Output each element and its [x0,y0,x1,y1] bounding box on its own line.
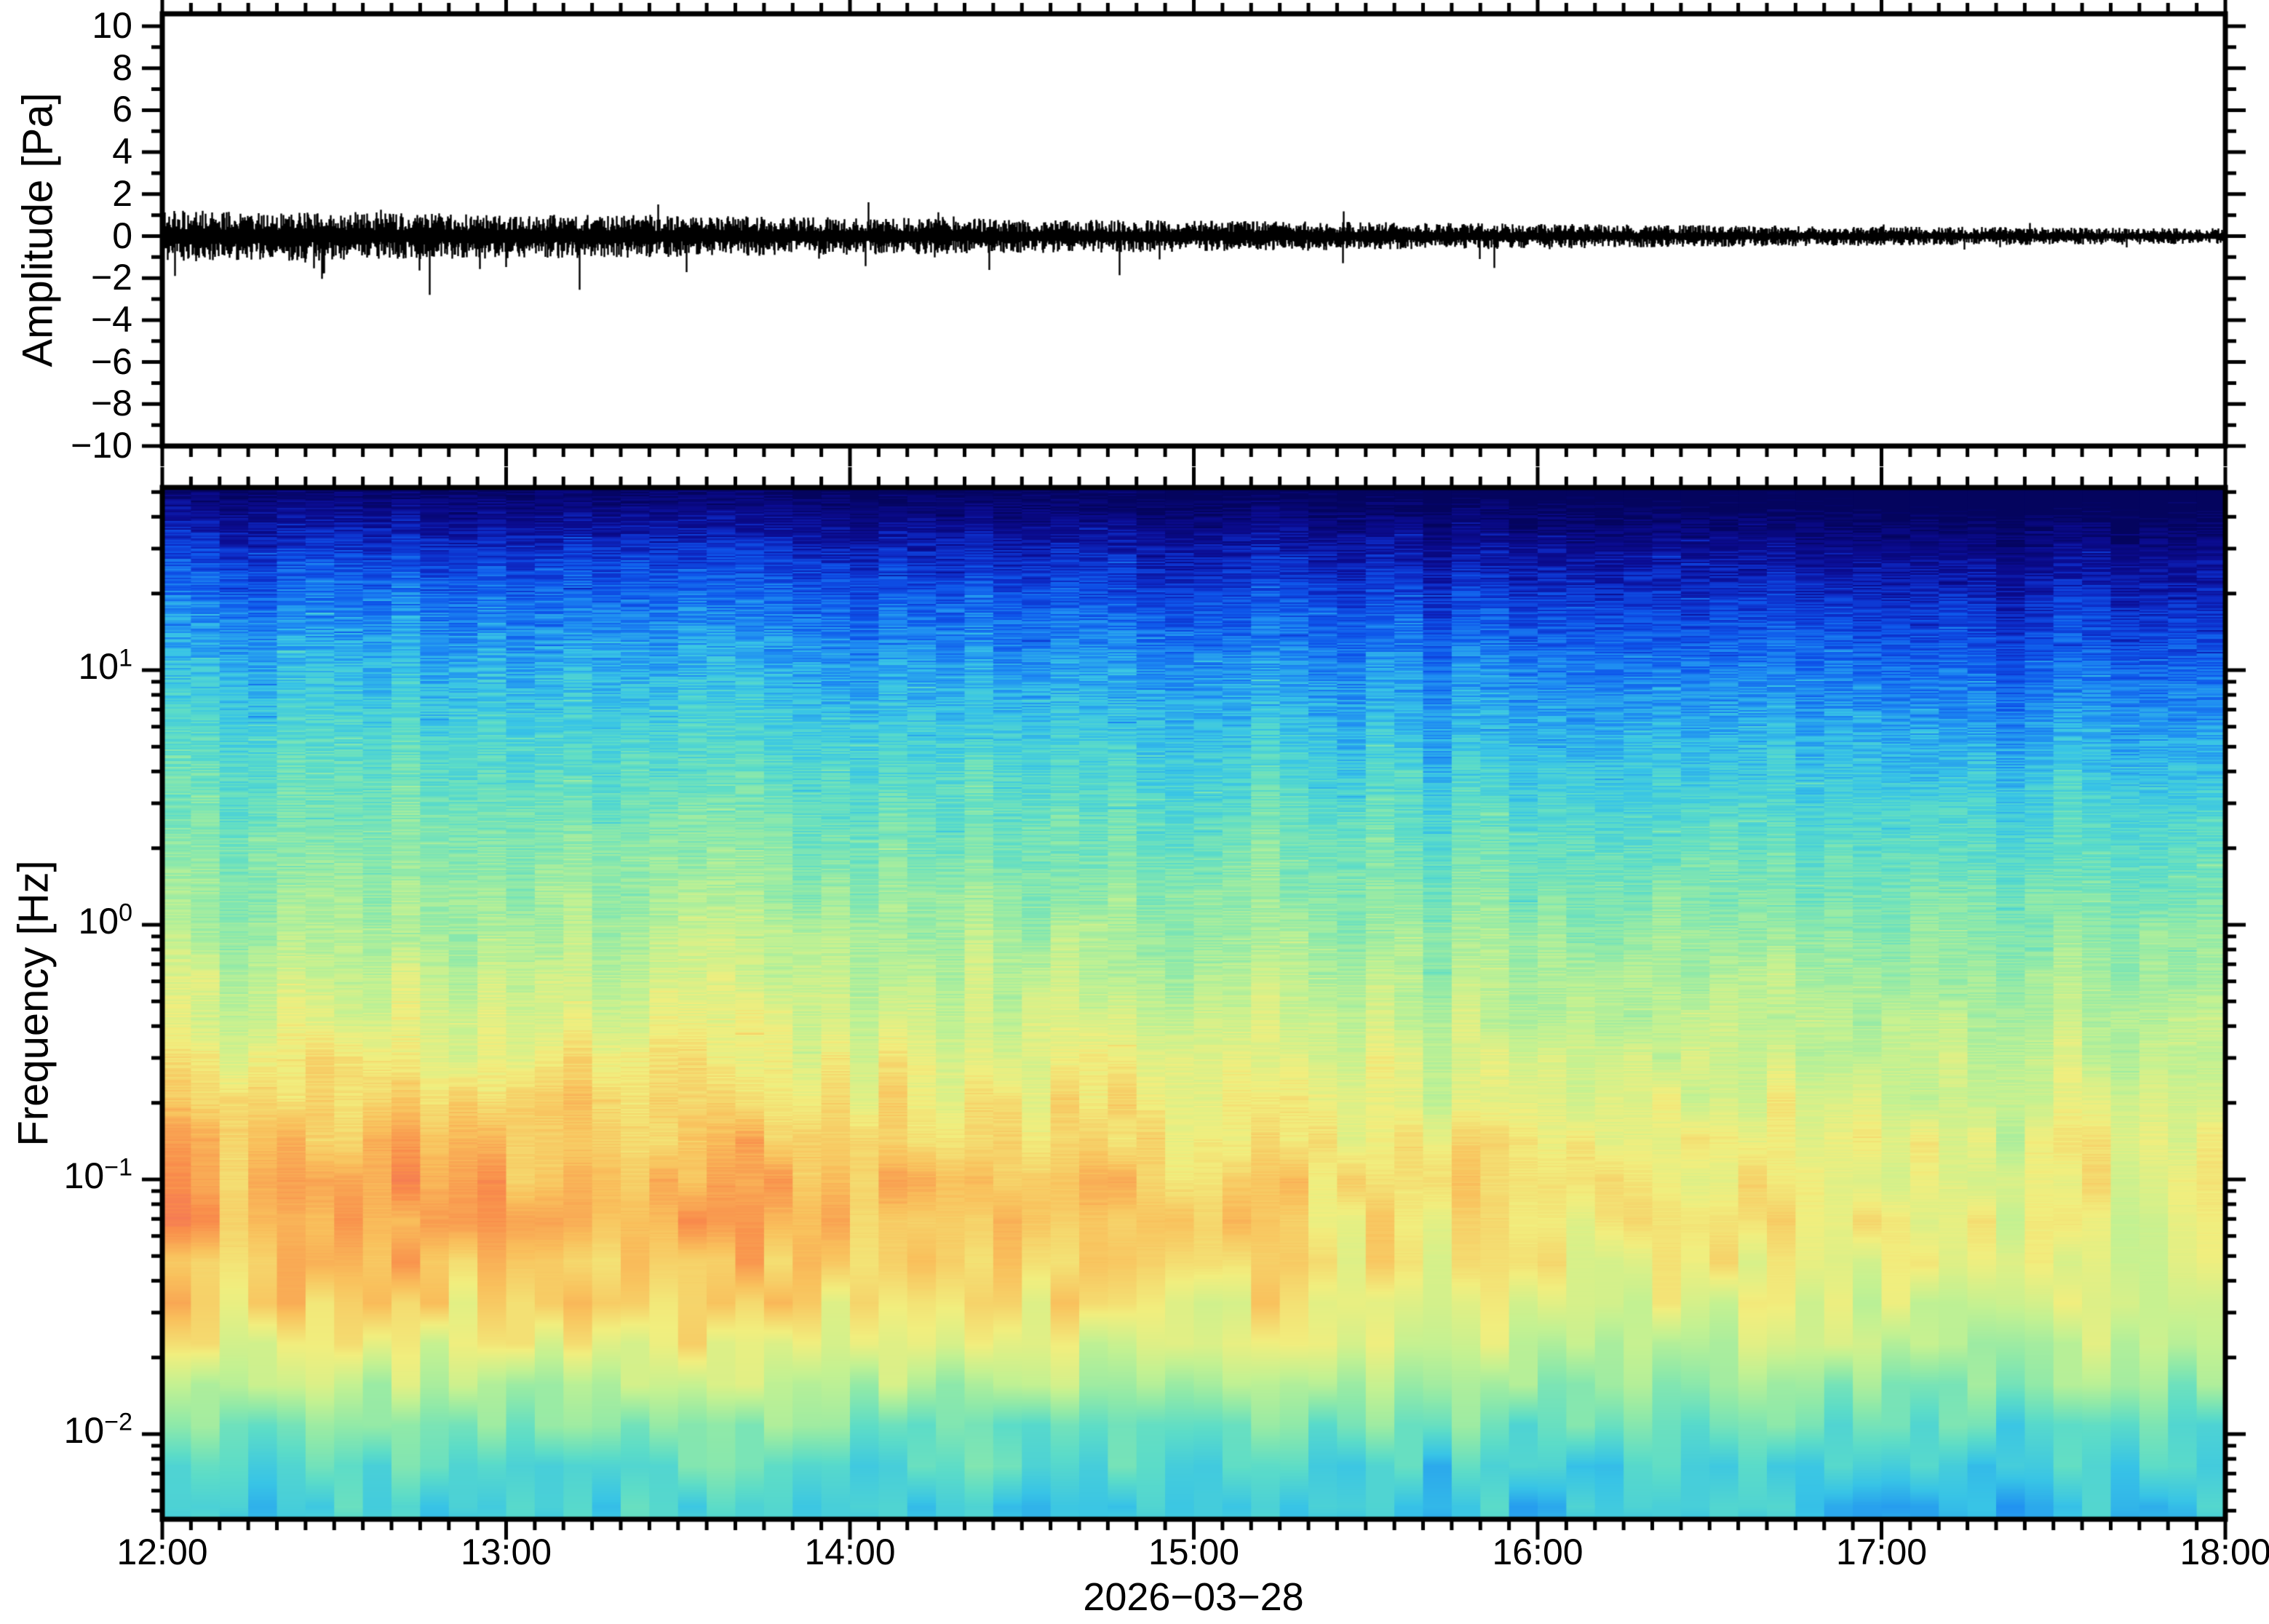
amplitude-tick-label: 6 [112,89,132,130]
amplitude-tick-label: 10 [92,5,132,46]
amplitude-tick-label: −2 [90,257,132,298]
amplitude-tick-label: 2 [112,172,132,214]
frequency-tick-label: 101 [78,644,132,687]
time-tick-label: 13:00 [460,1532,552,1572]
frequency-tick-label: 100 [78,899,132,942]
amplitude-tick-label: 0 [112,215,132,256]
amplitude-tick-label: 4 [112,131,132,172]
time-tick-label: 16:00 [1492,1532,1583,1572]
time-tick-label: 17:00 [1835,1532,1928,1572]
frequency-tick-label: 10−1 [63,1153,132,1196]
time-tick-label: 15:00 [1148,1532,1240,1572]
amplitude-tick-label: −10 [71,425,132,466]
amplitude-tick-label: −8 [90,383,132,424]
amplitude-tick-label: −4 [90,298,132,340]
time-tick-label: 14:00 [804,1532,896,1572]
amplitude-tick-label: 8 [112,47,132,88]
date-label: 2026−03−28 [1083,1575,1304,1619]
amplitude-tick-label: −6 [90,341,132,382]
time-tick-label: 18:00 [2179,1532,2269,1572]
time-tick-label: 12:00 [116,1532,208,1572]
frequency-tick-label: 10−2 [63,1408,132,1451]
